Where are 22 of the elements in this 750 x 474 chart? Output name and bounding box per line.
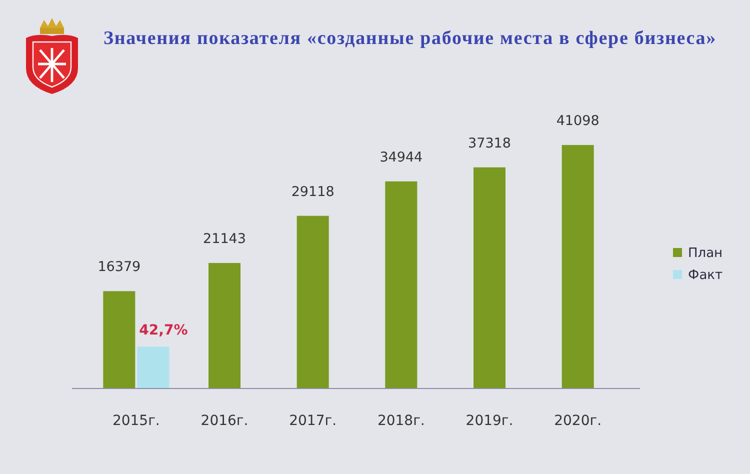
data-label: 16379 [98, 259, 141, 276]
bar [208, 262, 240, 388]
data-label: 41098 [556, 113, 600, 129]
bar [474, 167, 506, 388]
x-tick-label: 2020г. [554, 413, 602, 429]
bar [137, 346, 170, 388]
annotation: 42,7% [139, 322, 188, 339]
data-label: 34944 [380, 149, 423, 166]
data-label: 21143 [203, 230, 246, 247]
x-tick-label: 2019г. [466, 413, 514, 429]
bar [562, 145, 594, 388]
x-tick-label: 2015г. [112, 413, 160, 429]
bar [296, 216, 329, 388]
legend-label: План [688, 246, 723, 261]
data-label: 37318 [468, 135, 511, 152]
data-label: 29118 [291, 184, 334, 200]
bar [385, 181, 418, 388]
x-tick-label: 2017г. [289, 413, 337, 429]
chart-title: Значения показателя «созданные рабочие места в сфере бизнеса» [104, 28, 716, 49]
legend-label: Факт [688, 268, 724, 283]
x-tick-label: 2016г. [200, 413, 248, 429]
x-tick-label: 2018г. [377, 413, 425, 429]
